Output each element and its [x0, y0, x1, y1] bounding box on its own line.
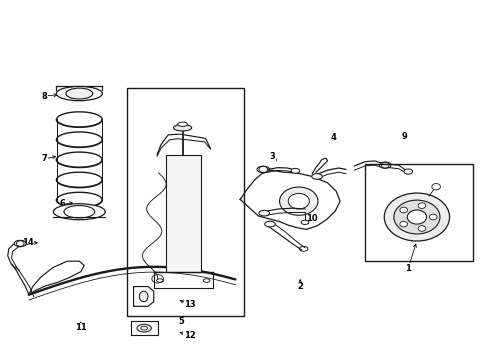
Ellipse shape	[265, 221, 275, 227]
Ellipse shape	[137, 324, 151, 332]
Ellipse shape	[64, 206, 95, 218]
Text: 12: 12	[184, 332, 196, 341]
Ellipse shape	[178, 122, 187, 126]
Text: 13: 13	[184, 300, 196, 309]
Ellipse shape	[404, 169, 413, 174]
Circle shape	[432, 184, 441, 190]
Bar	[127, 88, 244, 316]
Circle shape	[394, 200, 440, 234]
Text: 4: 4	[331, 133, 337, 142]
Ellipse shape	[312, 174, 322, 179]
Ellipse shape	[291, 168, 300, 173]
Text: 3: 3	[270, 152, 276, 161]
Text: 11: 11	[75, 323, 87, 332]
Ellipse shape	[173, 125, 192, 131]
Text: 5: 5	[179, 317, 185, 326]
Text: 9: 9	[401, 132, 407, 141]
Text: 2: 2	[297, 282, 303, 291]
Text: 6: 6	[60, 199, 66, 208]
Bar	[365, 164, 473, 261]
Circle shape	[400, 221, 408, 227]
Ellipse shape	[53, 204, 105, 220]
Ellipse shape	[379, 162, 391, 168]
Circle shape	[280, 187, 318, 215]
Text: 1: 1	[405, 264, 411, 273]
Circle shape	[418, 226, 426, 231]
Text: 7: 7	[41, 154, 47, 163]
Circle shape	[418, 203, 426, 208]
Text: 10: 10	[306, 213, 318, 222]
Circle shape	[429, 214, 437, 220]
Ellipse shape	[257, 166, 270, 172]
Ellipse shape	[56, 86, 102, 101]
Text: 8: 8	[41, 91, 47, 100]
Ellipse shape	[141, 327, 147, 330]
Circle shape	[407, 210, 426, 224]
Circle shape	[288, 193, 309, 209]
Ellipse shape	[301, 220, 309, 224]
Ellipse shape	[259, 210, 270, 216]
Text: 14: 14	[22, 238, 34, 247]
Ellipse shape	[14, 240, 26, 247]
Bar	[166, 155, 201, 272]
Ellipse shape	[139, 291, 148, 302]
Circle shape	[384, 193, 449, 241]
Circle shape	[400, 207, 408, 213]
Ellipse shape	[66, 88, 93, 99]
